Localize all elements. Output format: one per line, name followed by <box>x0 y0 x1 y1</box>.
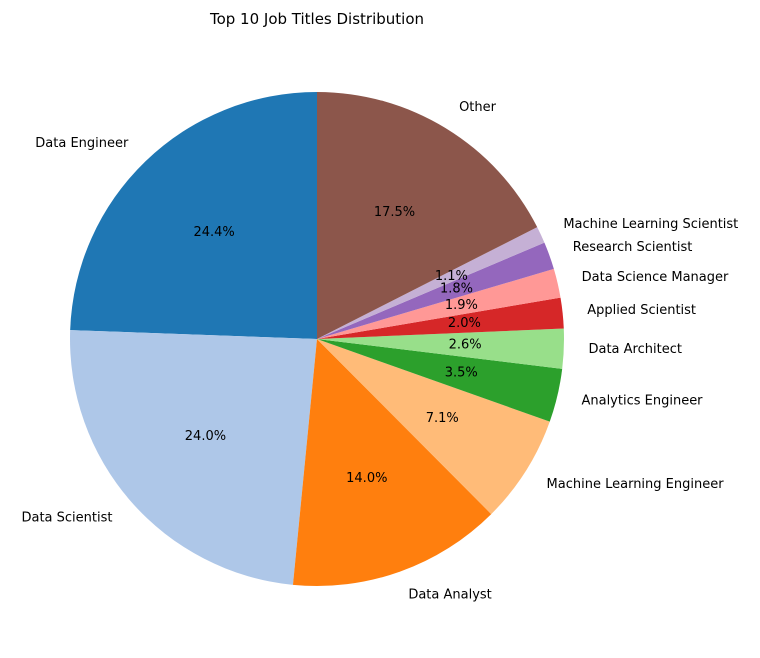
category-label-machine-learning-scientist: Machine Learning Scientist <box>563 217 738 232</box>
pct-label-data-analyst: 14.0% <box>346 471 387 486</box>
slice-data-analyst <box>292 339 492 587</box>
percent-labels: 24.4%24.0%14.0%7.1%3.5%2.6%2.0%1.9%1.8%1… <box>185 205 482 486</box>
slice-research-scientist <box>317 242 554 339</box>
category-label-machine-learning-engineer: Machine Learning Engineer <box>547 477 725 492</box>
category-label-data-engineer: Data Engineer <box>35 136 129 151</box>
category-label-data-architect: Data Architect <box>588 342 681 357</box>
slice-data-scientist <box>69 330 317 585</box>
slice-other <box>317 92 538 339</box>
pct-label-data-architect: 2.6% <box>449 337 482 352</box>
category-label-other: Other <box>459 100 497 115</box>
category-label-data-science-manager: Data Science Manager <box>582 270 729 285</box>
chart-title: Top 10 Job Titles Distribution <box>209 10 424 28</box>
category-label-analytics-engineer: Analytics Engineer <box>581 394 703 409</box>
pct-label-machine-learning-scientist: 1.1% <box>435 269 468 284</box>
category-label-research-scientist: Research Scientist <box>573 240 693 255</box>
slice-machine-learning-scientist <box>317 227 545 339</box>
category-label-data-scientist: Data Scientist <box>21 510 112 525</box>
slice-analytics-engineer <box>317 339 563 422</box>
category-label-applied-scientist: Applied Scientist <box>587 303 696 318</box>
category-label-data-analyst: Data Analyst <box>408 587 491 602</box>
pct-label-applied-scientist: 2.0% <box>448 316 481 331</box>
pct-label-research-scientist: 1.8% <box>440 281 473 296</box>
pct-label-data-engineer: 24.4% <box>193 225 234 240</box>
pct-label-other: 17.5% <box>374 205 415 220</box>
slice-data-architect <box>317 328 565 369</box>
pct-label-data-scientist: 24.0% <box>185 429 226 444</box>
slice-machine-learning-engineer <box>317 339 550 515</box>
slice-data-engineer <box>70 92 317 339</box>
pie-slices <box>69 92 565 587</box>
pct-label-analytics-engineer: 3.5% <box>445 365 478 380</box>
slice-data-science-manager <box>317 268 561 339</box>
pct-label-data-science-manager: 1.9% <box>445 298 478 313</box>
pct-label-machine-learning-engineer: 7.1% <box>426 411 459 426</box>
category-labels: Data Engineer Data Scientist Data Analyst M… <box>21 100 738 602</box>
slice-applied-scientist <box>317 297 564 339</box>
